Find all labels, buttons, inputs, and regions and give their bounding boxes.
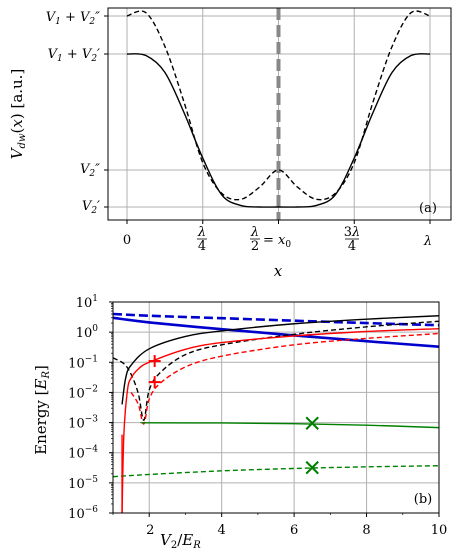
panel-b: 10−6 10−5 10−4 10−3 10−2 10−1 100 101 2 4 6 8 10 V2…	[32, 294, 447, 551]
x-marker-b	[305, 460, 319, 475]
panel-b-green-dashed-line	[113, 465, 439, 478]
panel-a-x-tick-labels: 0 λ 4 λ 2 = x0 3λ 4 λ	[123, 225, 432, 254]
bx-tick-label: 6	[290, 523, 298, 538]
svg-text:λ: λ	[250, 225, 259, 240]
x-tick-0: 0	[123, 233, 131, 248]
panel-b-tag: (b)	[414, 492, 432, 507]
svg-text:2: 2	[251, 239, 259, 254]
panel-b-red-solid-line	[121, 328, 439, 513]
panel-b-frame	[112, 301, 440, 514]
panel-b-black-solid-line	[121, 315, 439, 405]
by-tick-label: 10−3	[68, 415, 98, 432]
panel-b-y-tick-labels: 10−6 10−5 10−4 10−3 10−2 10−1 100 101	[68, 294, 98, 522]
bx-tick-label: 4	[218, 523, 226, 538]
svg-text:4: 4	[348, 239, 356, 254]
by-tick-label: 10−6	[68, 505, 98, 522]
panel-b-blue-solid-line	[113, 316, 439, 348]
svg-text:4: 4	[198, 239, 206, 254]
panel-b-red-dashed-line	[130, 332, 439, 425]
panel-a-series	[126, 10, 431, 208]
panel-b-xlabel: V2/ER	[160, 531, 201, 551]
panel-a: V2′ V2″ V1 + V2′ V1 + V2″ 0 λ 4 λ 2 = x0	[8, 7, 452, 280]
panel-a-series-dashed-line	[126, 10, 431, 201]
panel-b-series	[113, 312, 439, 513]
panel-b-green-solid-line	[140, 421, 439, 429]
x-tick-three-lambda-quarter: 3λ 4	[344, 225, 361, 254]
svg-text:λ: λ	[197, 225, 206, 240]
by-tick-label: 10−4	[68, 445, 98, 462]
by-tick-label: 101	[76, 294, 98, 311]
panel-a-tag: (a)	[419, 201, 437, 216]
by-tick-label: 10−5	[68, 475, 98, 492]
panel-b-x-tick-labels: 2 4 6 8 10	[146, 523, 447, 538]
panel-b-black-dashed-line	[113, 320, 439, 421]
by-tick-label: 100	[76, 324, 99, 341]
by-tick-label: 10−2	[68, 384, 98, 401]
y-tick-v1v2pp: V1 + V2″	[46, 10, 100, 27]
x-marker-b	[305, 416, 319, 430]
panel-a-frame	[107, 7, 452, 221]
panel-b-markers	[148, 355, 319, 475]
bx-tick-label: 2	[146, 523, 154, 538]
svg-text:= x0: = x0	[263, 233, 291, 250]
panel-a-ticks	[104, 15, 431, 224]
x-tick-lambda-half: λ 2 = x0	[250, 225, 292, 254]
y-tick-v1v2p: V1 + V2′	[48, 47, 100, 64]
x-tick-lambda-quarter: λ 4	[197, 225, 207, 254]
y-tick-v2pp: V2″	[80, 162, 100, 179]
panel-b-blue-dashed-line	[113, 312, 439, 327]
panel-b-ticks	[109, 301, 440, 517]
panel-a-xlabel: x	[274, 262, 283, 280]
by-tick-label: 10−1	[68, 354, 98, 371]
svg-text:3λ: 3λ	[344, 225, 361, 240]
x-tick-lambda: λ	[423, 234, 432, 249]
panel-b-ylabel: Energy [ER]	[32, 365, 52, 455]
bx-tick-label: 10	[431, 523, 448, 538]
panel-a-y-tick-labels: V2′ V2″ V1 + V2′ V1 + V2″	[46, 10, 100, 216]
panel-a-ylabel: Vdw(x) [a.u.]	[8, 69, 28, 160]
panel-a-series-solid-line	[126, 53, 431, 208]
bx-tick-label: 8	[362, 523, 370, 538]
y-tick-v2p: V2′	[82, 199, 100, 216]
